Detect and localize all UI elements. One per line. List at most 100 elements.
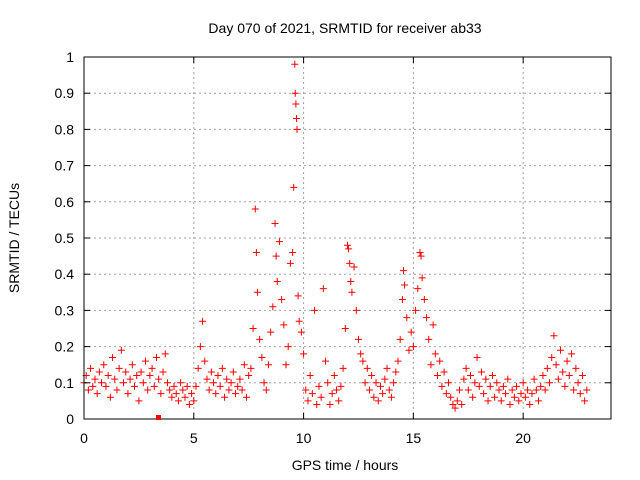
data-point [120, 379, 128, 387]
data-point [508, 386, 516, 394]
data-point [352, 306, 360, 314]
data-point [330, 372, 338, 380]
data-point [345, 245, 353, 253]
data-point [357, 350, 365, 358]
y-axis-label: SRMTID / TECUs [6, 183, 22, 293]
data-point [348, 288, 356, 296]
data-point [438, 382, 446, 390]
data-point [455, 386, 463, 394]
data-points [80, 60, 591, 412]
data-point [493, 379, 501, 387]
chart-title: Day 070 of 2021, SRMTID for receiver ab3… [208, 20, 481, 36]
data-point [341, 325, 349, 332]
data-point [157, 390, 165, 398]
data-point [515, 397, 523, 405]
data-point [574, 379, 582, 387]
data-point [174, 397, 182, 405]
data-point [361, 379, 369, 387]
data-point [403, 314, 411, 322]
data-point [207, 368, 215, 376]
data-point [519, 379, 527, 387]
data-point [161, 350, 169, 358]
data-point [194, 364, 202, 372]
data-point [192, 382, 200, 390]
x-tick-label: 10 [296, 430, 312, 446]
data-point [284, 343, 292, 351]
data-point [502, 390, 510, 398]
data-point [128, 361, 136, 369]
data-point [535, 397, 543, 405]
y-tick-label: 0.3 [55, 302, 75, 318]
data-point [216, 382, 224, 390]
data-point [223, 375, 231, 383]
data-point [280, 321, 288, 329]
data-point [221, 393, 229, 401]
data-point [416, 248, 424, 256]
data-point [141, 357, 149, 365]
data-point [203, 375, 211, 383]
data-point [292, 100, 300, 108]
data-point [232, 390, 240, 398]
data-point [150, 382, 158, 390]
data-point [135, 397, 143, 405]
data-point [313, 401, 321, 409]
data-point [409, 343, 417, 351]
data-point [210, 379, 218, 387]
data-point [236, 375, 244, 383]
data-point [104, 372, 112, 380]
data-point [572, 364, 580, 372]
data-point [499, 382, 507, 390]
data-point [414, 285, 422, 293]
data-point [399, 267, 407, 275]
data-point [183, 382, 191, 390]
data-point [289, 248, 297, 256]
data-point [431, 350, 439, 358]
data-point [381, 375, 389, 383]
data-point [350, 263, 358, 271]
data-point [510, 393, 518, 401]
data-point [282, 361, 290, 369]
plot-frame [83, 56, 612, 420]
data-point [249, 325, 257, 332]
data-point [115, 364, 123, 372]
data-point [290, 183, 298, 191]
data-point [546, 379, 554, 387]
data-point [308, 390, 316, 398]
data-point [218, 364, 226, 372]
x-tick-label: 20 [515, 430, 531, 446]
data-point [504, 375, 512, 383]
data-point [521, 393, 529, 401]
data-point [168, 393, 176, 401]
data-point [293, 115, 301, 123]
data-point [477, 368, 485, 376]
data-point [146, 372, 154, 380]
data-point [190, 397, 198, 405]
data-point [458, 401, 466, 409]
data-point [469, 393, 477, 401]
data-point [300, 350, 308, 358]
data-point [293, 125, 301, 133]
data-point [563, 357, 571, 365]
data-point [295, 317, 303, 325]
data-point [394, 357, 402, 365]
data-point [376, 382, 384, 390]
data-point [102, 382, 110, 390]
y-tick-label: 0.6 [55, 194, 75, 210]
data-point [460, 375, 468, 383]
data-point [488, 372, 496, 380]
data-point [576, 390, 584, 398]
data-point [530, 375, 538, 383]
data-point [363, 364, 371, 372]
data-point [253, 288, 261, 296]
data-point [543, 364, 551, 372]
data-point [229, 368, 237, 376]
data-point [475, 382, 483, 390]
data-point [396, 335, 404, 343]
data-point [106, 393, 114, 401]
x-tick-label: 0 [80, 430, 88, 446]
data-point [240, 361, 248, 369]
y-tick-label: 0.9 [55, 85, 75, 101]
data-point [278, 296, 286, 304]
data-point [177, 379, 185, 387]
data-point [548, 353, 556, 361]
